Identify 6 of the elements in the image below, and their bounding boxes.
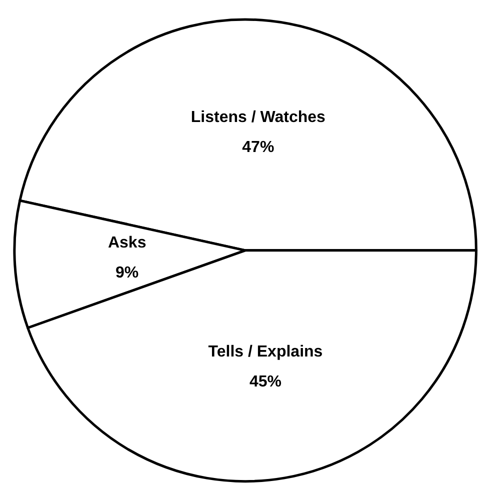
slice-label: Asks — [108, 234, 146, 252]
data-label: 47% — [242, 139, 274, 156]
slice-label: Listens / Watches — [190, 109, 326, 126]
data-label: 9% — [116, 264, 139, 282]
data-label: 45% — [249, 374, 282, 391]
slice-label: Tells / Explains — [208, 344, 323, 361]
